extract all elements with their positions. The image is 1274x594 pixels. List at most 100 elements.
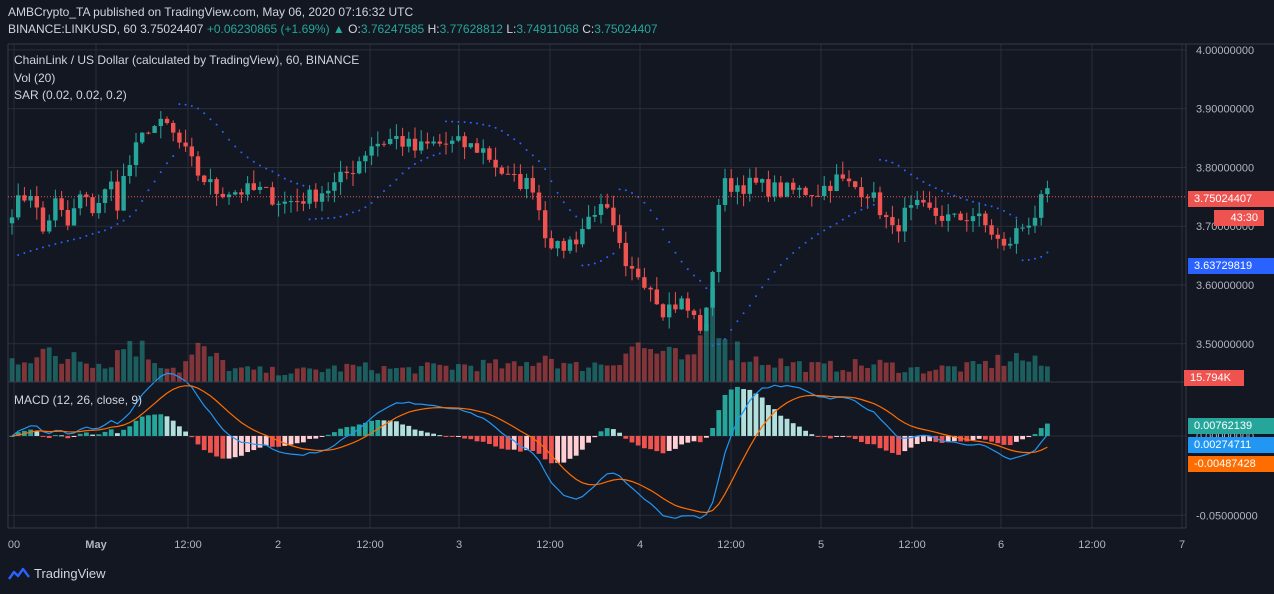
macd-hist-bar (239, 435, 244, 456)
candle-body (896, 225, 901, 232)
sar-dot (699, 279, 702, 282)
sar-dot (668, 241, 671, 244)
macd-hist-bar (766, 405, 771, 436)
macd-hist-bar (691, 435, 697, 442)
volume-bar (704, 323, 709, 382)
volume-bar (790, 362, 796, 382)
price-tick-label: 3.50000000 (1196, 339, 1254, 351)
low-value: 3.74911068 (516, 22, 579, 36)
sar-dot (556, 191, 559, 194)
tradingview-logo[interactable]: TradingView (8, 566, 106, 581)
volume-bar (146, 359, 151, 382)
sar-legend[interactable]: SAR (0.02, 0.02, 0.2) (14, 88, 127, 102)
macd-hist-bar (189, 435, 195, 438)
candle-body (629, 266, 635, 269)
candle-body (288, 201, 294, 203)
sar-dot (612, 252, 615, 255)
candle-body (202, 175, 207, 183)
sar-dot (761, 286, 764, 289)
macd-hist-bar (629, 435, 635, 443)
sar-dot (29, 250, 32, 253)
sar-dot (476, 122, 478, 125)
volume-bar (617, 364, 622, 382)
candle-body (580, 228, 585, 245)
macd-hist-bar (964, 435, 970, 442)
sar-dot (135, 209, 137, 212)
macd-hist-bar (443, 435, 449, 437)
volume-bar (22, 362, 27, 382)
sar-dot (1003, 209, 1005, 212)
sar-dot (97, 231, 100, 234)
candle-body (189, 146, 194, 157)
candle-body (654, 289, 659, 305)
volume-bar (9, 358, 15, 382)
candle-body (1020, 227, 1025, 229)
volume-bar (474, 371, 480, 382)
candle-body (16, 195, 21, 218)
volume-bar (586, 367, 591, 382)
candle-body (171, 122, 176, 133)
macd-legend[interactable]: MACD (12, 26, close, 9) (14, 393, 143, 407)
macd-hist-bar (710, 428, 715, 436)
volume-bar (443, 365, 449, 382)
candle-body (958, 213, 963, 221)
brand-label: TradingView (34, 566, 106, 581)
sar-dot (600, 259, 602, 262)
volume-bar (493, 359, 498, 382)
candle-body (468, 143, 473, 148)
macd-hist-bar (1001, 435, 1007, 445)
macd-hist-bar (412, 429, 418, 436)
macd-hist-bar (741, 389, 746, 436)
candle-body (1001, 238, 1007, 246)
candle-body (121, 175, 126, 211)
vol-legend[interactable]: Vol (20) (14, 71, 56, 85)
candle-body (729, 178, 734, 192)
sar-dot (823, 229, 826, 232)
sar-dot (897, 164, 900, 167)
macd-hist-bar (586, 435, 591, 443)
candle-body (96, 202, 101, 214)
macd-hist-bar (1045, 423, 1050, 436)
sar-dot (959, 196, 962, 199)
volume-bar (604, 365, 610, 382)
sar-dot (674, 251, 677, 254)
close-value: 3.75024407 (594, 22, 658, 36)
volume-bar (536, 362, 542, 382)
macd-hist-bar (1026, 435, 1032, 438)
volume-bar (251, 369, 257, 382)
sar-dot (885, 159, 888, 162)
macd-hist-bar (301, 435, 306, 443)
volume-bar (660, 350, 666, 382)
sar-dot (736, 320, 739, 323)
sar-dot (829, 225, 832, 228)
macd-hist-bar (673, 435, 678, 449)
high-label: H: (427, 22, 440, 36)
sar-dot (804, 241, 807, 244)
candle-body (499, 167, 504, 174)
countdown-tag: 43:30 (1214, 210, 1264, 226)
macd-hist-bar (753, 393, 759, 436)
volume-bar (15, 364, 21, 382)
macd-hist-bar (778, 415, 784, 436)
candle-body (239, 192, 244, 195)
candle-body (685, 298, 690, 311)
macd-hist-bar (387, 420, 393, 436)
macd-hist-bar (307, 435, 312, 439)
sar-dot (910, 173, 912, 176)
candle-body (524, 177, 529, 189)
macd-hist-bar (77, 433, 83, 436)
candle-body (301, 201, 306, 204)
volume-bar (834, 371, 839, 382)
sar-dot (333, 216, 336, 219)
macd-hist-bar (220, 435, 226, 459)
volume-bar (239, 367, 244, 382)
candle-body (481, 148, 486, 153)
volume-bar (40, 348, 46, 382)
sar-dot (79, 236, 82, 239)
volume-bar (394, 368, 399, 382)
volume-bar (84, 363, 89, 382)
sar-dot (389, 184, 392, 187)
candle-body (164, 118, 170, 123)
sar-dot (798, 246, 801, 249)
